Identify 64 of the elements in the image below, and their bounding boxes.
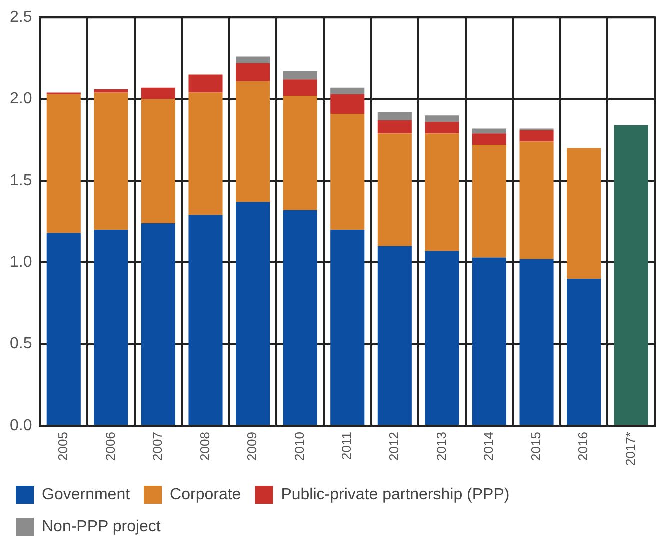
x-tick-label: 2015 xyxy=(528,432,544,461)
bar xyxy=(378,120,412,134)
bar xyxy=(378,112,412,121)
legend-label: Public-private partnership (PPP) xyxy=(281,486,510,504)
x-tick-label: 2010 xyxy=(292,432,307,461)
x-tick-label: 2016 xyxy=(576,432,591,461)
bar xyxy=(94,92,128,230)
x-tick-label: 2017* xyxy=(622,432,638,466)
bar xyxy=(614,125,648,426)
bar xyxy=(472,258,507,426)
y-tick-label: 0.0 xyxy=(10,417,32,434)
x-tick-label: 2014 xyxy=(481,432,496,461)
bar xyxy=(283,72,318,80)
bar xyxy=(520,259,554,426)
bar xyxy=(425,116,460,122)
bar xyxy=(236,63,270,82)
bar xyxy=(425,134,460,252)
legend-label: Non-PPP project xyxy=(42,518,162,536)
bar xyxy=(283,96,318,210)
bar xyxy=(141,223,176,426)
legend-label: Corporate xyxy=(170,486,242,504)
bar xyxy=(378,246,412,426)
bar xyxy=(46,233,81,426)
y-tick-label: 1.5 xyxy=(10,172,32,190)
bar xyxy=(472,145,507,258)
y-tick-label: 2.5 xyxy=(10,9,32,26)
bar xyxy=(141,99,176,224)
bar xyxy=(188,74,223,93)
x-tick-label: 2006 xyxy=(102,432,118,461)
bar xyxy=(236,56,270,64)
bar xyxy=(236,81,270,202)
bar xyxy=(472,134,507,146)
y-tick-label: 0.5 xyxy=(10,336,32,353)
legend-label: Government xyxy=(42,486,131,504)
x-tick-label: 2009 xyxy=(244,432,260,461)
x-tick-label: 2011 xyxy=(339,432,354,460)
bar xyxy=(330,230,365,426)
bar xyxy=(567,148,602,279)
x-tick-label: 2008 xyxy=(197,432,212,461)
y-tick-label: 2.0 xyxy=(10,90,32,108)
bar xyxy=(283,210,318,426)
bar xyxy=(425,251,460,426)
bar xyxy=(330,94,365,114)
bar xyxy=(94,89,128,93)
bar xyxy=(567,278,602,426)
bar xyxy=(283,80,318,96)
x-tick-label: 2007 xyxy=(150,432,166,461)
bar xyxy=(520,142,554,260)
bar xyxy=(46,94,81,234)
x-tick-label: 2013 xyxy=(434,432,449,461)
bar xyxy=(520,130,554,142)
x-tick-label: 2005 xyxy=(55,432,70,461)
x-tick-label: 2012 xyxy=(386,432,402,461)
bar xyxy=(378,134,412,246)
bar xyxy=(472,128,507,134)
bar xyxy=(425,122,460,134)
bar xyxy=(94,230,128,426)
bar xyxy=(330,114,365,230)
bar xyxy=(141,88,176,100)
bar xyxy=(330,88,365,94)
y-tick-label: 1.0 xyxy=(10,254,32,272)
bar xyxy=(236,202,270,426)
bar xyxy=(188,92,223,216)
bar xyxy=(188,215,223,426)
